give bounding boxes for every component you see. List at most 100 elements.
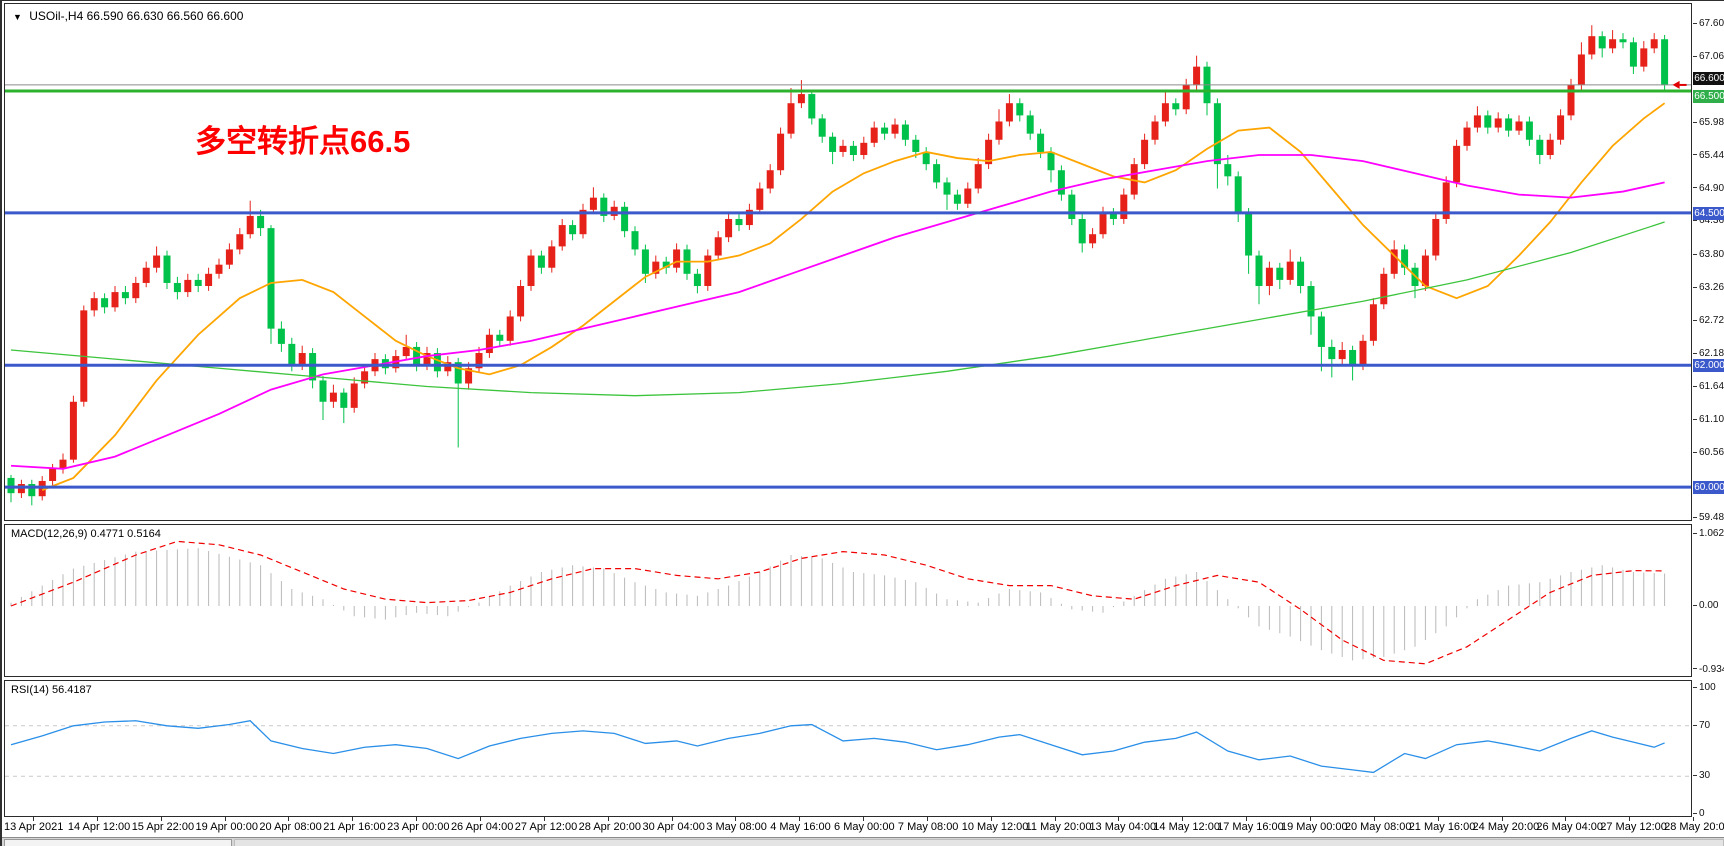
time-axis-tick bbox=[1118, 817, 1120, 821]
price-axis-label: 67.060 bbox=[1693, 51, 1724, 63]
candle-bull bbox=[1609, 39, 1617, 49]
candle-bull bbox=[1193, 66, 1201, 85]
price-axis-label: 62.185 bbox=[1693, 348, 1724, 360]
candle-bear bbox=[1349, 349, 1357, 366]
candle-bull bbox=[1369, 304, 1377, 341]
horizontal-scrollbar[interactable] bbox=[2, 837, 1724, 846]
time-axis-label: 13 Apr 2021 bbox=[4, 821, 64, 833]
candle-bull bbox=[1089, 234, 1097, 244]
macd-axis-label: 0.00 bbox=[1693, 600, 1718, 612]
time-axis-tick bbox=[863, 817, 865, 821]
main-price-panel[interactable]: ▼ USOil-,H4 66.590 66.630 66.560 66.600 … bbox=[4, 3, 1692, 521]
ma-fast-orange bbox=[41, 102, 1666, 491]
symbol-dropdown-icon[interactable]: ▼ bbox=[13, 12, 22, 22]
candle-bear bbox=[1026, 115, 1034, 134]
price-axis[interactable]: 67.600 67.060 65.980 65.440 64.900 64.360 63.8… bbox=[1693, 1, 1724, 846]
rsi-chart-canvas[interactable] bbox=[5, 681, 1691, 816]
time-axis-tick bbox=[1246, 817, 1248, 821]
rsi-axis-label: 70 bbox=[1693, 720, 1710, 732]
candle-bear bbox=[631, 231, 639, 250]
time-axis-label: 14 Apr 12:00 bbox=[67, 821, 131, 833]
candle-bear bbox=[433, 353, 441, 372]
time-axis-label: 19 Apr 00:00 bbox=[195, 821, 258, 833]
candle-bull bbox=[974, 164, 982, 189]
time-axis-label: 21 May 16:00 bbox=[1408, 821, 1476, 833]
time-axis[interactable]: 13 Apr 2021 14 Apr 12:00 15 Apr 22:00 19 Ap… bbox=[2, 817, 1724, 835]
candle-bear bbox=[1629, 42, 1637, 67]
time-axis-label: 6 May 00:00 bbox=[834, 821, 895, 833]
rsi-label: RSI(14) 56.4187 bbox=[11, 684, 92, 696]
candlestick-chart-canvas[interactable] bbox=[5, 4, 1691, 520]
candle-bear bbox=[1068, 194, 1076, 219]
candle-bull bbox=[1390, 249, 1398, 274]
current-price-arrow-icon bbox=[1672, 80, 1680, 89]
rsi-indicator-panel[interactable]: RSI(14) 56.4187 bbox=[4, 680, 1692, 817]
macd-chart-canvas[interactable] bbox=[5, 525, 1691, 676]
candle-bull bbox=[1650, 39, 1658, 49]
candle-bull bbox=[1151, 121, 1159, 140]
candle-bull bbox=[1359, 340, 1367, 366]
candle-bull bbox=[17, 484, 25, 494]
candle-bull bbox=[1432, 218, 1440, 256]
candle-bull bbox=[485, 334, 493, 354]
candle-bull bbox=[506, 316, 514, 341]
price-axis-label: 67.600 bbox=[1693, 18, 1724, 30]
candle-bear bbox=[621, 206, 629, 232]
time-axis-label: 30 Apr 04:00 bbox=[642, 821, 705, 833]
candle-bear bbox=[1598, 36, 1606, 49]
price-axis-label: 61.105 bbox=[1693, 414, 1724, 426]
price-level-badge: 64.500 bbox=[1693, 206, 1724, 220]
candle-bull bbox=[1442, 182, 1450, 219]
rsi-axis-label: 30 bbox=[1693, 770, 1710, 782]
time-axis-tick bbox=[479, 817, 481, 821]
candle-bear bbox=[1661, 39, 1669, 85]
time-axis-label: 4 May 16:00 bbox=[770, 821, 831, 833]
time-axis-tick bbox=[1310, 817, 1311, 821]
time-axis-tick bbox=[160, 817, 162, 821]
candle-bear bbox=[121, 292, 129, 299]
candle-bear bbox=[849, 145, 857, 155]
candle-bull bbox=[246, 215, 254, 235]
candle-bull bbox=[111, 292, 119, 308]
candle-bull bbox=[1338, 349, 1346, 360]
time-axis-tick bbox=[1054, 817, 1056, 821]
time-axis-tick bbox=[671, 817, 673, 821]
macd-signal-line bbox=[10, 540, 1665, 665]
time-axis-label: 13 May 04:00 bbox=[1089, 821, 1157, 833]
time-axis-tick bbox=[288, 817, 290, 821]
time-axis-label: 28 May 20:00 bbox=[1664, 821, 1724, 833]
candle-bear bbox=[1619, 39, 1627, 43]
candle-bear bbox=[1505, 118, 1513, 131]
scrollbar-thumb[interactable] bbox=[4, 839, 232, 846]
candle-bull bbox=[610, 206, 618, 216]
rsi-axis-label: 0 bbox=[1693, 808, 1705, 820]
candle-bull bbox=[589, 197, 597, 210]
time-axis-label: 21 Apr 16:00 bbox=[323, 821, 386, 833]
candle-bear bbox=[1078, 218, 1086, 244]
price-axis-label: 65.440 bbox=[1693, 150, 1724, 162]
candle-bull bbox=[1577, 54, 1585, 85]
candle-bull bbox=[1099, 212, 1107, 235]
candle-bear bbox=[1213, 103, 1221, 165]
time-axis-tick bbox=[96, 817, 98, 821]
candle-bull bbox=[787, 103, 795, 134]
candle-bull bbox=[985, 139, 993, 165]
candle-bear bbox=[1484, 115, 1492, 128]
time-axis-tick bbox=[799, 817, 801, 821]
candle-bear bbox=[288, 343, 296, 366]
candle-bull bbox=[38, 480, 46, 497]
candle-bull bbox=[652, 261, 660, 274]
time-axis-tick bbox=[416, 817, 418, 821]
candle-bear bbox=[194, 279, 202, 286]
candle-bull bbox=[797, 94, 805, 104]
candle-bull bbox=[1473, 115, 1481, 128]
candle-bear bbox=[101, 298, 109, 308]
macd-indicator-panel[interactable]: MACD(12,26,9) 0.4771 0.5164 bbox=[4, 524, 1692, 677]
time-axis-label: 15 Apr 22:00 bbox=[131, 821, 195, 833]
candle-bear bbox=[1401, 249, 1409, 268]
candle-bull bbox=[745, 209, 753, 226]
candle-bear bbox=[569, 225, 577, 235]
price-axis-label: 64.900 bbox=[1693, 183, 1724, 195]
candle-bear bbox=[1109, 212, 1117, 219]
candle-bear bbox=[693, 273, 701, 286]
